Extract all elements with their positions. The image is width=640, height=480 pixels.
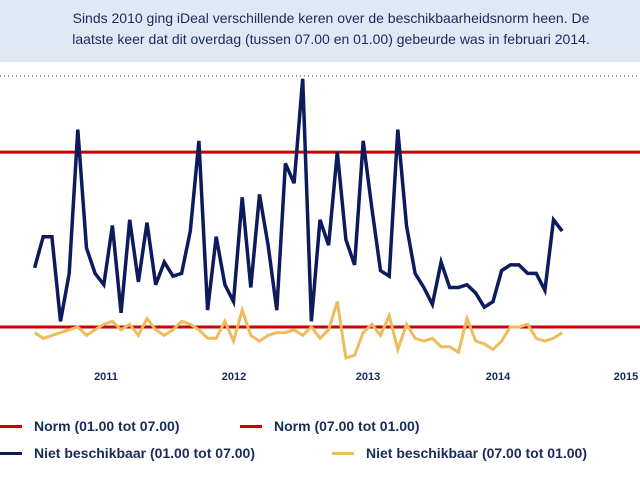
x-tick-label-2012: 2012 <box>222 371 246 383</box>
legend-swatch-unavailable-night <box>0 451 22 455</box>
legend: Norm (01.00 tot 07.00) Norm (07.00 tot 0… <box>0 412 640 480</box>
legend-item-norm-day: Norm (07.00 tot 01.00) <box>240 418 420 434</box>
x-axis-ticks: 2011 2012 2013 2014 2015 <box>94 371 638 383</box>
norm-lines <box>0 150 640 329</box>
legend-label-norm-night: Norm (01.00 tot 07.00) <box>34 418 180 434</box>
legend-swatch-norm-day <box>240 424 262 428</box>
x-tick-label-2013: 2013 <box>356 371 380 383</box>
x-tick-label-2015: 2015 <box>614 371 638 383</box>
intro-line-2: laatste keer dat dit overdag (tussen 07.… <box>72 31 590 47</box>
legend-swatch-norm-night <box>0 424 22 428</box>
x-tick-label-2011: 2011 <box>94 371 118 383</box>
series-line-unavailable-day <box>33 301 564 360</box>
series-lines <box>32 78 564 360</box>
intro-text: Sinds 2010 ging iDeal verschillende kere… <box>0 0 640 62</box>
intro-line-1: Sinds 2010 ging iDeal verschillende kere… <box>72 10 590 26</box>
series-line-unavailable-night <box>32 78 564 322</box>
legend-item-unavailable-day: Niet beschikbaar (07.00 tot 01.00) <box>332 445 587 461</box>
legend-swatch-unavailable-day <box>332 451 354 455</box>
legend-label-unavailable-day: Niet beschikbaar (07.00 tot 01.00) <box>366 445 587 461</box>
legend-item-unavailable-night: Niet beschikbaar (01.00 tot 07.00) <box>0 445 255 461</box>
availability-chart: 2011 2012 2013 2014 2015 <box>0 75 640 383</box>
legend-label-unavailable-night: Niet beschikbaar (01.00 tot 07.00) <box>34 445 255 461</box>
legend-label-norm-day: Norm (07.00 tot 01.00) <box>274 418 420 434</box>
x-tick-label-2014: 2014 <box>486 371 511 383</box>
legend-item-norm-night: Norm (01.00 tot 07.00) <box>0 418 180 434</box>
